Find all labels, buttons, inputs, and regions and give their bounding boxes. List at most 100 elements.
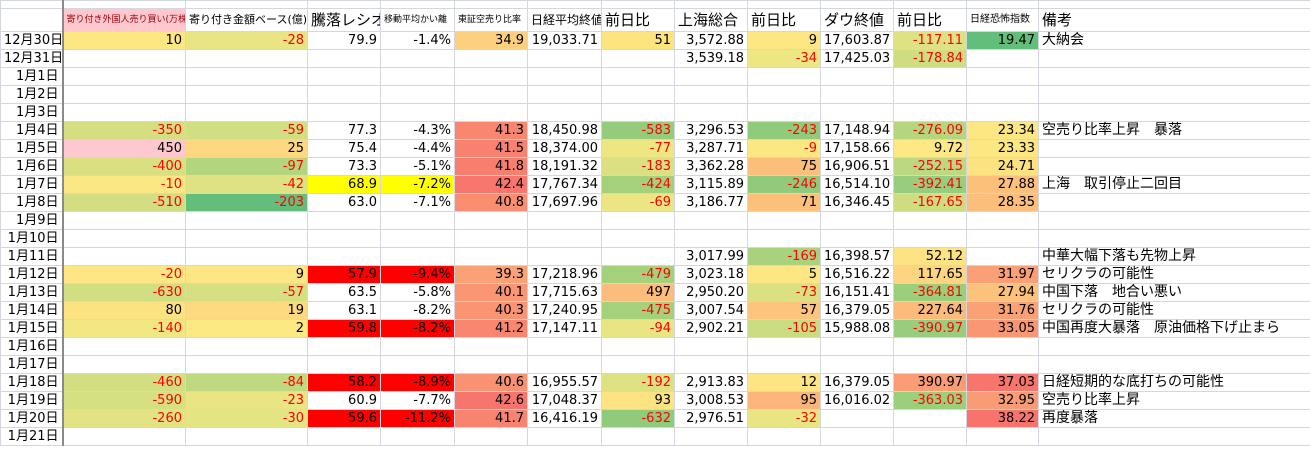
cell-shanghai-change[interactable]: -32: [747, 409, 821, 428]
cell[interactable]: [601, 0, 675, 9]
cell-moving-average-deviation[interactable]: [380, 67, 455, 86]
cell-nikkei-close[interactable]: [527, 229, 602, 248]
cell-remarks[interactable]: [1038, 427, 1310, 446]
cell-remarks[interactable]: 上海 取引停止二回目: [1038, 175, 1310, 194]
cell-advance-decline-ratio[interactable]: 77.3: [307, 121, 381, 140]
cell-remarks[interactable]: 日経短期的な底打ちの可能性: [1038, 373, 1310, 392]
row-header-date[interactable]: 1月17日: [0, 355, 64, 374]
cell-opening-amount[interactable]: [185, 247, 308, 266]
cell-nikkei-close[interactable]: 17,147.11: [527, 319, 602, 338]
cell-nikkei-close[interactable]: 17,697.96: [527, 193, 602, 212]
cell-dow-change[interactable]: [893, 427, 967, 446]
row-header-date[interactable]: 1月7日: [0, 175, 64, 194]
cell-advance-decline-ratio[interactable]: [307, 355, 381, 374]
cell-moving-average-deviation[interactable]: [380, 229, 455, 248]
row-header-date[interactable]: 1月21日: [0, 427, 64, 446]
cell-opening-amount[interactable]: [185, 49, 308, 68]
cell-short-selling-ratio[interactable]: 41.2: [454, 319, 528, 338]
cell-moving-average-deviation[interactable]: -1.4%: [380, 31, 455, 50]
cell-foreign-investors[interactable]: 80: [62, 301, 186, 320]
cell-nikkei-close[interactable]: [527, 85, 602, 104]
cell-dow-close[interactable]: [820, 67, 894, 86]
cell-moving-average-deviation[interactable]: -8.2%: [380, 319, 455, 338]
cell-short-selling-ratio[interactable]: [454, 103, 528, 122]
cell-foreign-investors[interactable]: [62, 229, 186, 248]
cell-shanghai-change[interactable]: [747, 229, 821, 248]
cell-nikkei-change[interactable]: [601, 247, 675, 266]
row-header-date[interactable]: 1月14日: [0, 301, 64, 320]
cell-dow-change[interactable]: -276.09: [893, 121, 967, 140]
cell-opening-amount[interactable]: 9: [185, 265, 308, 284]
cell-dow-change[interactable]: [893, 409, 967, 428]
cell-remarks[interactable]: [1038, 337, 1310, 356]
cell-shanghai-composite[interactable]: 3,115.89: [674, 175, 748, 194]
cell-shanghai-change[interactable]: -243: [747, 121, 821, 140]
cell-dow-close[interactable]: 16,516.22: [820, 265, 894, 284]
cell-moving-average-deviation[interactable]: -8.2%: [380, 301, 455, 320]
cell-dow-close[interactable]: 15,988.08: [820, 319, 894, 338]
cell-shanghai-composite[interactable]: 2,913.83: [674, 373, 748, 392]
cell-dow-change[interactable]: [893, 337, 967, 356]
cell-short-selling-ratio[interactable]: 42.4: [454, 175, 528, 194]
cell-nikkei-vi[interactable]: 19.47: [966, 31, 1039, 50]
cell-advance-decline-ratio[interactable]: 63.0: [307, 193, 381, 212]
cell-moving-average-deviation[interactable]: -5.8%: [380, 283, 455, 302]
cell-nikkei-change[interactable]: 93: [601, 391, 675, 410]
cell-nikkei-change[interactable]: -192: [601, 373, 675, 392]
row-header-date[interactable]: 12月30日: [0, 31, 64, 50]
row-header-date[interactable]: 1月3日: [0, 103, 64, 122]
cell-remarks[interactable]: 中国再度大暴落 原油価格下げ止まら: [1038, 319, 1310, 338]
cell-dow-change[interactable]: [893, 103, 967, 122]
cell-dow-close[interactable]: 16,514.10: [820, 175, 894, 194]
row-header-date[interactable]: 1月1日: [0, 67, 64, 86]
cell-opening-amount[interactable]: -84: [185, 373, 308, 392]
cell-shanghai-composite[interactable]: [674, 211, 748, 230]
cell-shanghai-composite[interactable]: 2,950.20: [674, 283, 748, 302]
cell-advance-decline-ratio[interactable]: 73.3: [307, 157, 381, 176]
cell-remarks[interactable]: 中国下落 地合い悪い: [1038, 283, 1310, 302]
cell[interactable]: [893, 0, 967, 9]
cell-advance-decline-ratio[interactable]: 58.2: [307, 373, 381, 392]
cell-short-selling-ratio[interactable]: 41.3: [454, 121, 528, 140]
cell-nikkei-change[interactable]: [601, 103, 675, 122]
cell-shanghai-change[interactable]: 71: [747, 193, 821, 212]
cell-nikkei-vi[interactable]: 38.22: [966, 409, 1039, 428]
cell-shanghai-composite[interactable]: 3,296.53: [674, 121, 748, 140]
cell-remarks[interactable]: 空売り比率上昇: [1038, 391, 1310, 410]
cell-advance-decline-ratio[interactable]: 59.8: [307, 319, 381, 338]
cell-advance-decline-ratio[interactable]: 63.5: [307, 283, 381, 302]
cell-shanghai-composite[interactable]: [674, 229, 748, 248]
cell-foreign-investors[interactable]: [62, 103, 186, 122]
header-shanghai-change[interactable]: 前日比: [747, 8, 821, 32]
cell-nikkei-vi[interactable]: [966, 67, 1039, 86]
cell-remarks[interactable]: [1038, 49, 1310, 68]
cell-shanghai-change[interactable]: [747, 103, 821, 122]
cell-foreign-investors[interactable]: -510: [62, 193, 186, 212]
cell[interactable]: [454, 0, 528, 9]
cell-dow-close[interactable]: 16,016.02: [820, 391, 894, 410]
cell-nikkei-close[interactable]: [527, 67, 602, 86]
cell-shanghai-change[interactable]: [747, 85, 821, 104]
cell-short-selling-ratio[interactable]: [454, 355, 528, 374]
cell-shanghai-change[interactable]: 5: [747, 265, 821, 284]
cell-opening-amount[interactable]: -97: [185, 157, 308, 176]
cell-nikkei-vi[interactable]: [966, 229, 1039, 248]
cell-remarks[interactable]: [1038, 229, 1310, 248]
cell-advance-decline-ratio[interactable]: [307, 337, 381, 356]
cell-nikkei-close[interactable]: [527, 247, 602, 266]
cell-shanghai-composite[interactable]: 3,362.28: [674, 157, 748, 176]
cell-nikkei-change[interactable]: [601, 337, 675, 356]
cell-advance-decline-ratio[interactable]: [307, 211, 381, 230]
row-header-date[interactable]: 1月12日: [0, 265, 64, 284]
cell-short-selling-ratio[interactable]: [454, 247, 528, 266]
cell-nikkei-close[interactable]: 17,048.37: [527, 391, 602, 410]
cell-nikkei-change[interactable]: [601, 67, 675, 86]
cell-opening-amount[interactable]: -23: [185, 391, 308, 410]
cell-moving-average-deviation[interactable]: [380, 337, 455, 356]
cell-nikkei-vi[interactable]: [966, 49, 1039, 68]
cell-dow-change[interactable]: -117.11: [893, 31, 967, 50]
header-advance-decline-ratio[interactable]: 騰落レシオ: [307, 8, 381, 32]
cell-shanghai-composite[interactable]: [674, 67, 748, 86]
cell-nikkei-close[interactable]: [527, 337, 602, 356]
cell-moving-average-deviation[interactable]: [380, 85, 455, 104]
